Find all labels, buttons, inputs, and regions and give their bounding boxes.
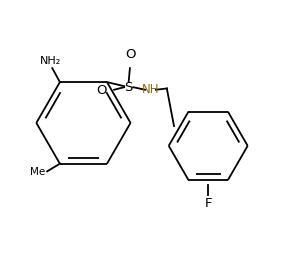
- Text: O: O: [125, 48, 136, 61]
- Text: NH₂: NH₂: [40, 56, 62, 66]
- Text: F: F: [204, 197, 212, 210]
- Text: Me: Me: [30, 167, 45, 177]
- Text: NH: NH: [141, 83, 159, 96]
- Text: O: O: [97, 84, 107, 97]
- Text: S: S: [124, 81, 133, 94]
